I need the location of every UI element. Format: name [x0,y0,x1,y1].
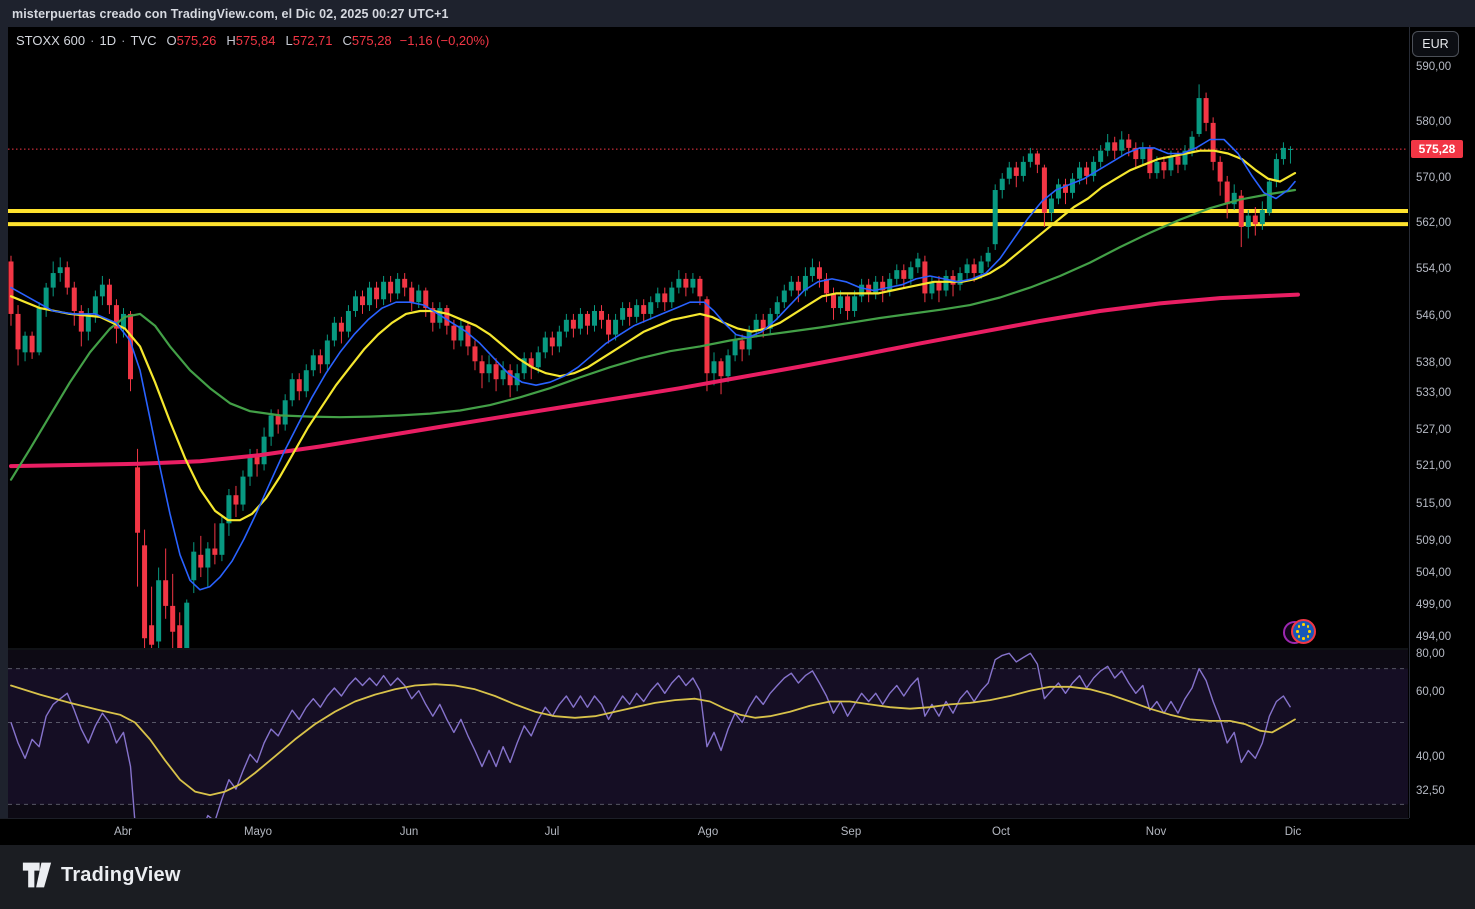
tradingview-logo[interactable]: TradingView [22,861,181,889]
symbol-name[interactable]: STOXX 600 [16,33,86,48]
month-label-sep[interactable]: Sep [840,826,862,838]
legend-separator: · [90,33,95,48]
attribution-bar: misterpuertas creado con TradingView.com… [0,0,1475,27]
price-axis-label: 590,00 [1416,61,1452,73]
price-axis-label: 533,00 [1416,387,1452,400]
currency-button[interactable]: EUR [1412,31,1459,57]
month-label-mayo[interactable]: Mayo [243,826,273,838]
open-letter: O [166,33,177,48]
month-label-jun[interactable]: Jun [399,826,419,838]
close-value: 575,28 [351,33,392,48]
last-price-label: 575,28 [1411,140,1463,159]
price-axis-label: 504,00 [1416,566,1452,579]
price-axis-label: 554,00 [1416,263,1452,276]
indicator-axis-label: 80,00 [1416,648,1445,660]
eu-flag-icon [1291,619,1316,644]
attribution-text: misterpuertas creado con TradingView.com… [12,6,449,21]
exchange-label: TVC [130,33,157,48]
footer-bar: TradingView [0,845,1475,909]
tradingview-wordmark: TradingView [61,863,181,886]
month-label-oct[interactable]: Oct [992,826,1010,838]
month-label-nov[interactable]: Nov [1145,826,1167,838]
indicator-axis-label: 40,00 [1416,751,1445,764]
close-letter: C [342,33,352,48]
month-label-dic[interactable]: Dic [1284,826,1302,838]
month-label-ago[interactable]: Ago [697,826,719,838]
price-axis-label: 527,00 [1416,423,1452,436]
price-axis-label: 570,00 [1416,171,1452,184]
interval-label[interactable]: 1D [99,33,117,48]
price-axis-label: 580,00 [1416,115,1452,128]
high-value: 575,84 [235,33,276,48]
price-axis-label: 515,00 [1416,497,1452,510]
eu-event-marker[interactable] [1283,619,1317,646]
left-edge-strip [0,27,8,845]
price-axis-label: 499,00 [1416,598,1452,611]
low-letter: L [285,33,293,48]
legend-separator: · [121,33,126,48]
month-label-abr[interactable]: Abr [114,826,132,838]
tradingview-mark-icon [22,862,52,888]
price-axis[interactable]: 590,00 580,00 570,00 562,00 554,00 546,00 538,… [1409,27,1475,818]
indicator-axis-label: 60,00 [1416,686,1445,699]
month-label-jul[interactable]: Jul [544,826,560,838]
price-axis-label: 494,00 [1416,631,1452,644]
high-letter: H [226,33,236,48]
time-axis[interactable]: Abr Mayo Jun Jul Ago Sep Oct Nov Dic [0,818,1409,846]
indicator-axis-label: 32,50 [1416,784,1445,797]
price-axis-label: 509,00 [1416,535,1452,548]
low-value: 572,71 [292,33,333,48]
change-value: −1,16 (−0,20%) [399,33,490,48]
price-axis-label: 521,00 [1416,460,1452,473]
price-axis-label: 562,00 [1416,217,1452,230]
symbol-legend[interactable]: STOXX 600 · 1D · TVC O575,26 H575,84 L572,71 C57… [16,33,489,48]
open-value: 575,26 [176,33,217,48]
price-axis-label: 546,00 [1416,309,1452,322]
price-axis-label: 538,00 [1416,357,1452,370]
